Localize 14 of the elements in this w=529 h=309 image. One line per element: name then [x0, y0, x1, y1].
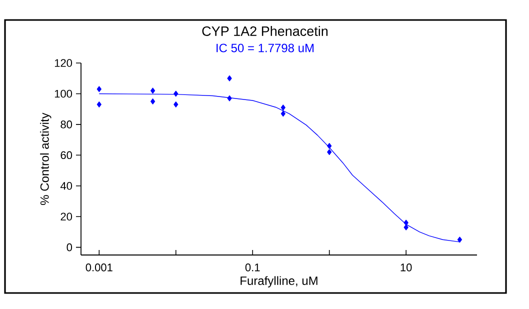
y-tick-label: 100	[54, 90, 72, 98]
x-tick-label: 0.1	[245, 264, 260, 272]
chart-subtitle: IC 50 = 1.7798 uM	[216, 44, 314, 52]
chart-title: CYP 1A2 Phenacetin	[202, 26, 328, 36]
x-axis-title: Furafylline, uM	[240, 276, 318, 288]
y-tick-label: 40	[60, 182, 72, 190]
y-axis-title: % Control activity	[40, 112, 52, 205]
y-tick-label: 0	[66, 243, 72, 252]
x-tick-label: 0.001	[86, 264, 112, 272]
y-tick-label: 120	[54, 59, 72, 67]
y-tick-label: 60	[60, 151, 72, 160]
x-tick-label: 10	[400, 264, 412, 272]
y-tick-label: 80	[60, 120, 72, 128]
y-tick-label: 20	[60, 212, 72, 220]
